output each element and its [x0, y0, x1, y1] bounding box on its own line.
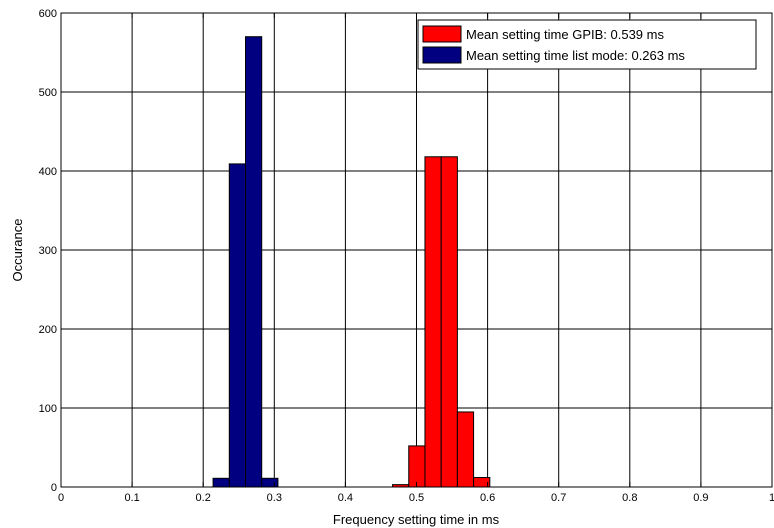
legend-entry-list-mode: Mean setting time list mode: 0.263 ms [466, 48, 685, 63]
y-tick-label: 600 [39, 8, 57, 20]
y-tick-labels: 0 100 200 300 400 500 600 [39, 8, 57, 494]
legend-swatch-list-mode [422, 46, 462, 64]
y-axis-label: Occurance [10, 219, 25, 282]
histogram-bar [261, 477, 279, 488]
y-tick-label: 300 [39, 245, 57, 257]
x-tick-label: 0.3 [267, 492, 282, 504]
x-tick-labels: 0 0.1 0.2 0.3 0.4 0.5 0.6 0.7 0.8 0.9 1 [58, 492, 774, 504]
histogram-bar [245, 36, 263, 488]
x-tick-label: 0.6 [480, 492, 495, 504]
y-tick-label: 200 [39, 324, 57, 336]
histogram-bar [228, 163, 247, 488]
histogram-bar [456, 411, 475, 488]
x-tick-label: 1 [769, 492, 774, 504]
x-tick-label: 0.9 [693, 492, 708, 504]
legend-swatch-gpib [422, 25, 462, 43]
x-tick-label: 0.5 [409, 492, 424, 504]
x-tick-label: 0.1 [124, 492, 139, 504]
x-tick-label: 0.4 [338, 492, 353, 504]
tick-marks [60, 12, 773, 488]
legend-entry-gpib: Mean setting time GPIB: 0.539 ms [466, 27, 664, 42]
legend: Mean setting time GPIB: 0.539 ms Mean se… [417, 19, 757, 70]
histogram-bar [408, 445, 426, 488]
legend-box [417, 19, 757, 70]
bars [212, 36, 491, 488]
y-tick-label: 400 [39, 166, 57, 178]
y-tick-label: 500 [39, 87, 57, 99]
y-tick-label: 100 [39, 403, 57, 415]
x-axis-label: Frequency setting time in ms [333, 512, 500, 527]
x-tick-label: 0.7 [551, 492, 566, 504]
y-tick-label: 0 [51, 482, 57, 494]
histogram-bar [212, 477, 230, 488]
histogram-bar [424, 156, 442, 488]
histogram-bar [440, 156, 458, 488]
x-tick-label: 0 [58, 492, 64, 504]
x-tick-label: 0.2 [196, 492, 211, 504]
x-tick-label: 0.8 [622, 492, 637, 504]
